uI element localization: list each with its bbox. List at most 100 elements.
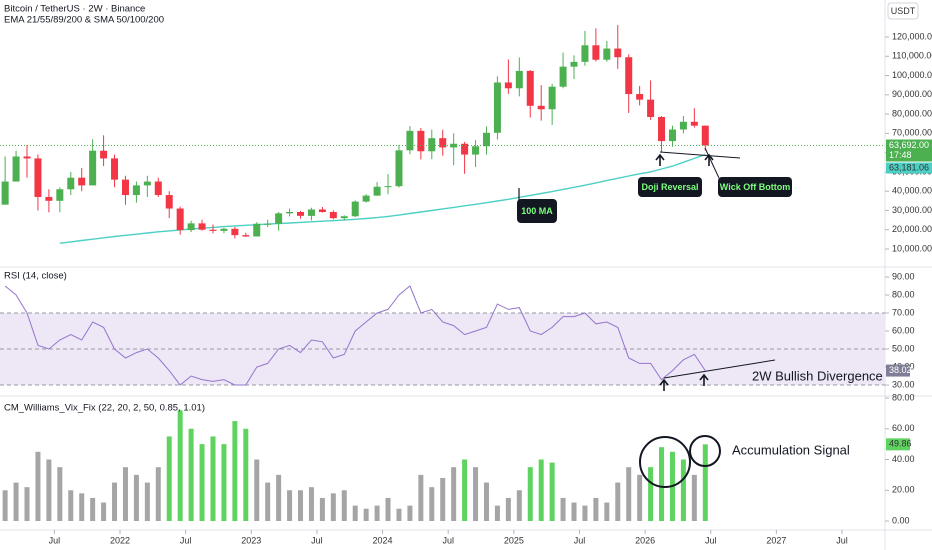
x-tick-label: Jul bbox=[311, 535, 323, 545]
vix-bar bbox=[210, 436, 216, 521]
vix-bar bbox=[593, 497, 599, 521]
vix-bar bbox=[604, 502, 610, 521]
candle-body bbox=[570, 61, 578, 67]
candle-body bbox=[548, 86, 556, 110]
y-tick-label: 110,000.00 bbox=[892, 51, 932, 61]
candle-body bbox=[297, 211, 305, 216]
vix-bar bbox=[2, 490, 8, 521]
candle-body bbox=[461, 143, 469, 155]
vix-bar bbox=[276, 474, 282, 521]
candle-body bbox=[253, 223, 261, 237]
vix-bar bbox=[90, 497, 96, 521]
vix-bar bbox=[166, 436, 172, 521]
candle-body bbox=[12, 156, 20, 182]
y-tick-label: 120,000.00 bbox=[892, 31, 932, 41]
y-tick-label: 80.00 bbox=[892, 289, 915, 299]
vix-bar bbox=[494, 505, 500, 521]
y-tick-label: 90,000.00 bbox=[892, 89, 932, 99]
y-tick-label: 10,000.00 bbox=[892, 243, 932, 253]
ma-tag bbox=[886, 162, 932, 174]
candle-body bbox=[1, 181, 9, 205]
y-tick-label: 90.00 bbox=[892, 271, 915, 281]
x-tick-label: 2025 bbox=[504, 535, 524, 545]
vix-bar bbox=[571, 502, 577, 521]
candle-body bbox=[537, 105, 545, 110]
candle-body bbox=[56, 189, 64, 201]
vix-bar bbox=[527, 467, 533, 521]
vix-tag bbox=[886, 438, 910, 451]
candle-body bbox=[143, 181, 151, 186]
vix-bar bbox=[659, 447, 665, 521]
x-tick-label: Jul bbox=[574, 535, 586, 545]
note-pointer bbox=[704, 147, 720, 179]
support-line bbox=[659, 151, 741, 159]
y-tick-label: 80,000.00 bbox=[892, 108, 932, 118]
note: Accumulation Signal bbox=[732, 442, 850, 457]
vix-bar bbox=[407, 505, 413, 521]
candle-body bbox=[515, 70, 523, 89]
candle-body bbox=[362, 195, 370, 202]
candle-body bbox=[351, 201, 359, 217]
candle-body bbox=[220, 228, 228, 231]
y-tick-label: 100,000.00 bbox=[892, 70, 932, 80]
signal-circle bbox=[689, 435, 721, 467]
y-tick-label: 40,000.00 bbox=[892, 186, 932, 196]
candle-body bbox=[417, 130, 425, 152]
vix-bar bbox=[352, 505, 358, 521]
vix-bar bbox=[254, 459, 260, 521]
vix-bar bbox=[243, 428, 249, 521]
y-tick-label: 70.00 bbox=[892, 307, 915, 317]
candle-body bbox=[121, 179, 129, 196]
y-tick-label: 0.00 bbox=[892, 515, 910, 525]
vix-bar bbox=[702, 444, 708, 521]
candle-body bbox=[111, 158, 119, 180]
candle-body bbox=[581, 45, 589, 62]
currency-box[interactable] bbox=[887, 2, 919, 20]
vix-bar bbox=[101, 502, 107, 521]
x-tick-label: 2022 bbox=[110, 535, 130, 545]
vix-bar bbox=[538, 459, 544, 521]
vix-bar bbox=[483, 482, 489, 521]
note: 100 MA bbox=[521, 206, 553, 216]
vix-bar bbox=[549, 462, 555, 521]
candle-body bbox=[472, 146, 480, 155]
vix-bar bbox=[68, 490, 74, 521]
rsi-tag bbox=[886, 364, 910, 377]
note: Doji Reversal bbox=[641, 182, 698, 192]
x-tick-label: Jul bbox=[49, 535, 61, 545]
rsi-panel bbox=[0, 285, 885, 386]
axes: 10,000.0020,000.0030,000.0040,000.0050,0… bbox=[0, 31, 932, 545]
note-box bbox=[638, 177, 702, 197]
vix-bar bbox=[560, 497, 566, 521]
candle-body bbox=[373, 186, 381, 196]
candle-body bbox=[165, 195, 173, 209]
x-tick-label: 2024 bbox=[373, 535, 393, 545]
vix-last-label: 49.86 bbox=[889, 439, 912, 449]
vix-bar bbox=[298, 490, 304, 521]
vix-bar bbox=[680, 459, 686, 521]
candle-body bbox=[603, 48, 611, 60]
y-tick-label: 50.00 bbox=[892, 343, 915, 353]
candle-body bbox=[439, 138, 447, 148]
rsi-line bbox=[4, 285, 706, 386]
candle-body bbox=[67, 177, 75, 190]
candle-body bbox=[275, 213, 283, 224]
vix-bar bbox=[287, 490, 293, 521]
currency[interactable]: USDT bbox=[891, 6, 916, 16]
vix-bar bbox=[440, 477, 446, 521]
vix-bar bbox=[57, 467, 63, 521]
annotations: Doji Reversal Wick Off Bottom 100 MA 2W … bbox=[517, 147, 883, 488]
candle-body bbox=[592, 45, 600, 60]
candle-body bbox=[176, 208, 184, 231]
candle-body bbox=[340, 216, 348, 219]
candle-body bbox=[264, 223, 272, 225]
last-price-tag bbox=[886, 139, 932, 162]
candle-body bbox=[614, 48, 622, 58]
candle-body bbox=[329, 211, 337, 219]
vix-bar bbox=[122, 467, 128, 521]
vix-bar bbox=[13, 482, 19, 521]
vix-bar bbox=[35, 451, 41, 521]
vix-bar bbox=[308, 487, 314, 521]
arrow bbox=[659, 378, 669, 391]
